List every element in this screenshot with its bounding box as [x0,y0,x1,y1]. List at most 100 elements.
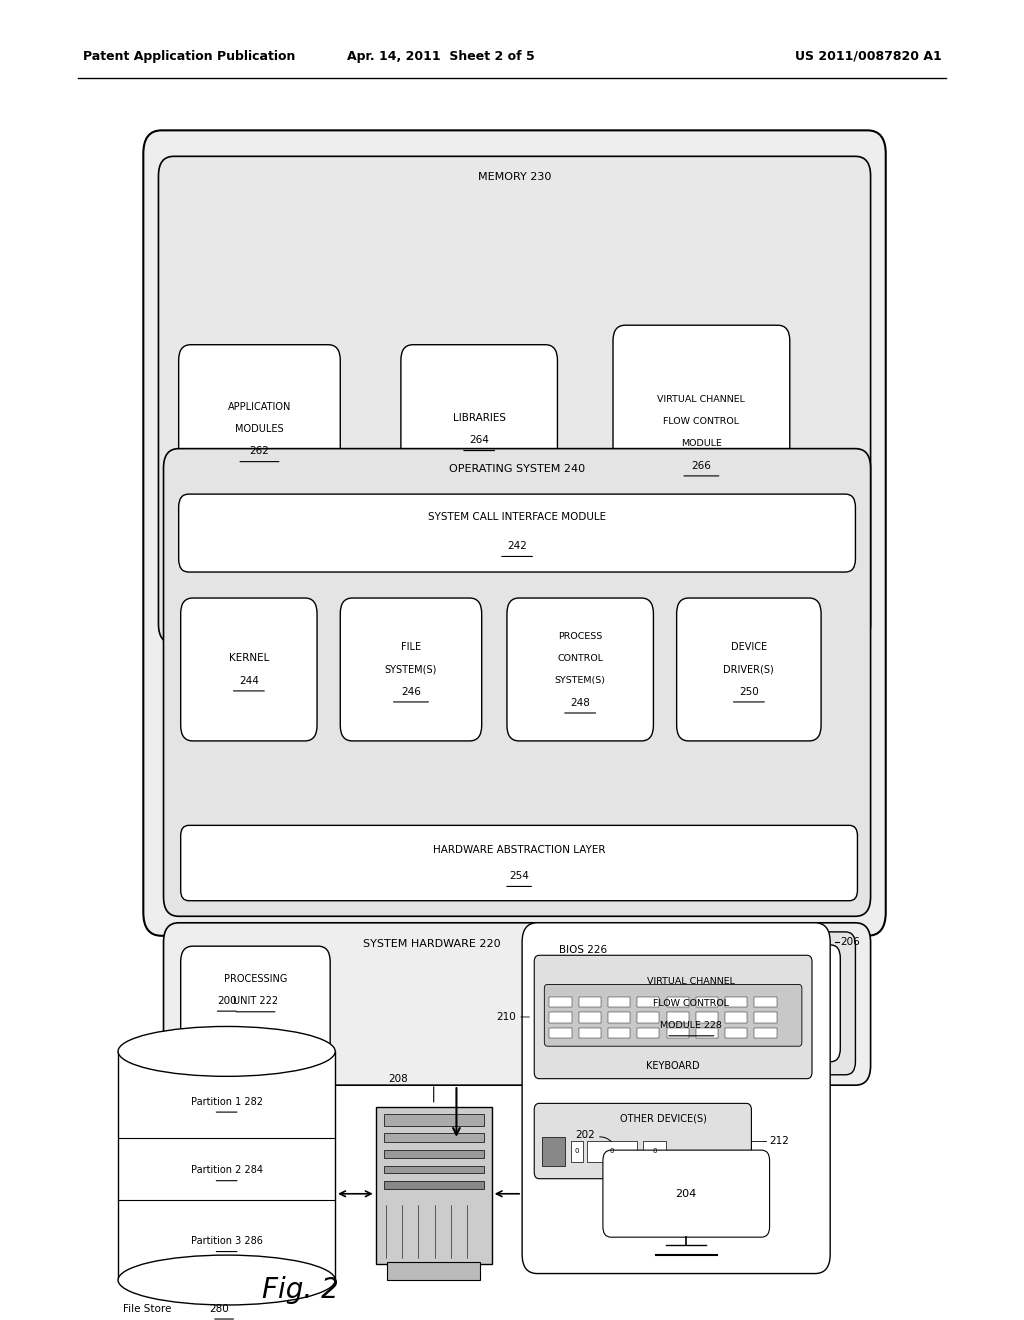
Bar [755,1012,776,1023]
Bar [608,997,630,1007]
Text: 248: 248 [570,697,590,708]
Text: DRIVER(S): DRIVER(S) [724,664,774,675]
Text: PROCESS: PROCESS [558,632,602,640]
Text: FILE: FILE [401,643,421,652]
Bar [579,1028,601,1039]
Text: 244: 244 [239,676,259,685]
Bar [549,1028,571,1039]
FancyBboxPatch shape [535,956,812,1078]
Text: HARDWARE ABSTRACTION LAYER: HARDWARE ABSTRACTION LAYER [433,845,605,855]
Text: Partition 1 282: Partition 1 282 [190,1097,262,1106]
Text: 202: 202 [575,1130,595,1139]
Text: FLOW CONTROL: FLOW CONTROL [653,999,729,1008]
FancyBboxPatch shape [527,932,855,1074]
Bar [637,997,659,1007]
FancyBboxPatch shape [180,598,317,741]
Text: Fig. 2: Fig. 2 [261,1276,338,1304]
Text: 242: 242 [507,541,527,550]
Text: 0: 0 [574,1148,579,1155]
Text: 266: 266 [691,461,712,470]
Text: Partition 2 284: Partition 2 284 [190,1166,262,1175]
Bar [587,1140,637,1162]
FancyBboxPatch shape [522,923,830,1274]
Bar [384,1166,483,1173]
Text: 206: 206 [841,937,860,948]
FancyBboxPatch shape [545,985,802,1047]
Bar [667,997,689,1007]
Bar [384,1181,483,1189]
Bar [696,1028,718,1039]
Bar [755,997,776,1007]
Text: 246: 246 [401,686,421,697]
Text: CONTROL: CONTROL [557,653,603,663]
FancyBboxPatch shape [535,1104,752,1179]
Bar [384,1133,483,1142]
Text: MODULE 228: MODULE 228 [660,1020,722,1030]
Text: VIRTUAL CHANNEL: VIRTUAL CHANNEL [657,395,745,404]
Text: 254: 254 [509,871,529,880]
Text: UNIT 222: UNIT 222 [232,997,278,1006]
Ellipse shape [118,1255,335,1305]
Bar [579,997,601,1007]
FancyBboxPatch shape [164,449,870,916]
Bar [579,1012,601,1023]
Text: 200: 200 [217,995,237,1006]
Text: KERNEL: KERNEL [228,653,269,664]
Text: VIRTUAL CHANNEL: VIRTUAL CHANNEL [647,977,735,986]
FancyBboxPatch shape [400,345,557,513]
Text: KEYBOARD: KEYBOARD [646,1061,700,1071]
Text: 280: 280 [209,1304,228,1313]
FancyBboxPatch shape [543,945,841,1061]
FancyBboxPatch shape [178,494,855,572]
Bar [637,1028,659,1039]
Bar [725,1012,748,1023]
Text: MODULE: MODULE [681,440,722,447]
Text: 250: 250 [739,686,759,697]
Bar [755,1028,776,1039]
Bar [543,1137,564,1166]
Text: 208: 208 [388,1073,408,1084]
Text: 212: 212 [770,1137,790,1146]
Bar [570,1140,583,1162]
Text: MODULES: MODULES [236,424,284,434]
Text: 264: 264 [469,436,489,445]
Text: 0: 0 [652,1148,656,1155]
Text: SYSTEM(S): SYSTEM(S) [385,664,437,675]
Bar [667,1012,689,1023]
Text: MEMORY 230: MEMORY 230 [478,172,551,182]
Bar [387,1262,480,1280]
FancyBboxPatch shape [677,598,821,741]
Text: 0: 0 [609,1148,614,1155]
Text: PROCESSING: PROCESSING [224,974,287,985]
FancyBboxPatch shape [180,946,330,1069]
Text: SYSTEM HARDWARE 220: SYSTEM HARDWARE 220 [364,939,501,949]
FancyBboxPatch shape [340,598,481,741]
Text: Partition 3 286: Partition 3 286 [190,1236,262,1246]
Text: FLOW CONTROL: FLOW CONTROL [664,417,739,426]
FancyBboxPatch shape [178,345,340,513]
Text: 262: 262 [250,446,269,457]
Text: Apr. 14, 2011  Sheet 2 of 5: Apr. 14, 2011 Sheet 2 of 5 [347,50,536,63]
Text: BIOS 226: BIOS 226 [559,945,607,956]
Bar [118,1052,335,1280]
FancyBboxPatch shape [143,131,886,936]
Bar [696,997,718,1007]
Ellipse shape [118,1027,335,1076]
Text: File Store: File Store [123,1304,175,1313]
Text: 204: 204 [676,1188,697,1199]
Bar [608,1012,630,1023]
Bar [643,1140,666,1162]
Bar [608,1028,630,1039]
Bar [376,1107,492,1265]
FancyBboxPatch shape [159,156,870,643]
Text: SYSTEM(S): SYSTEM(S) [555,676,605,685]
Text: APPLICATION: APPLICATION [227,403,291,412]
Bar [549,1012,571,1023]
Text: DEVICE: DEVICE [731,643,767,652]
FancyBboxPatch shape [613,325,790,540]
Bar [725,997,748,1007]
Text: LIBRARIES: LIBRARIES [453,413,506,424]
FancyBboxPatch shape [180,825,857,900]
Bar [384,1150,483,1158]
Bar [667,1028,689,1039]
